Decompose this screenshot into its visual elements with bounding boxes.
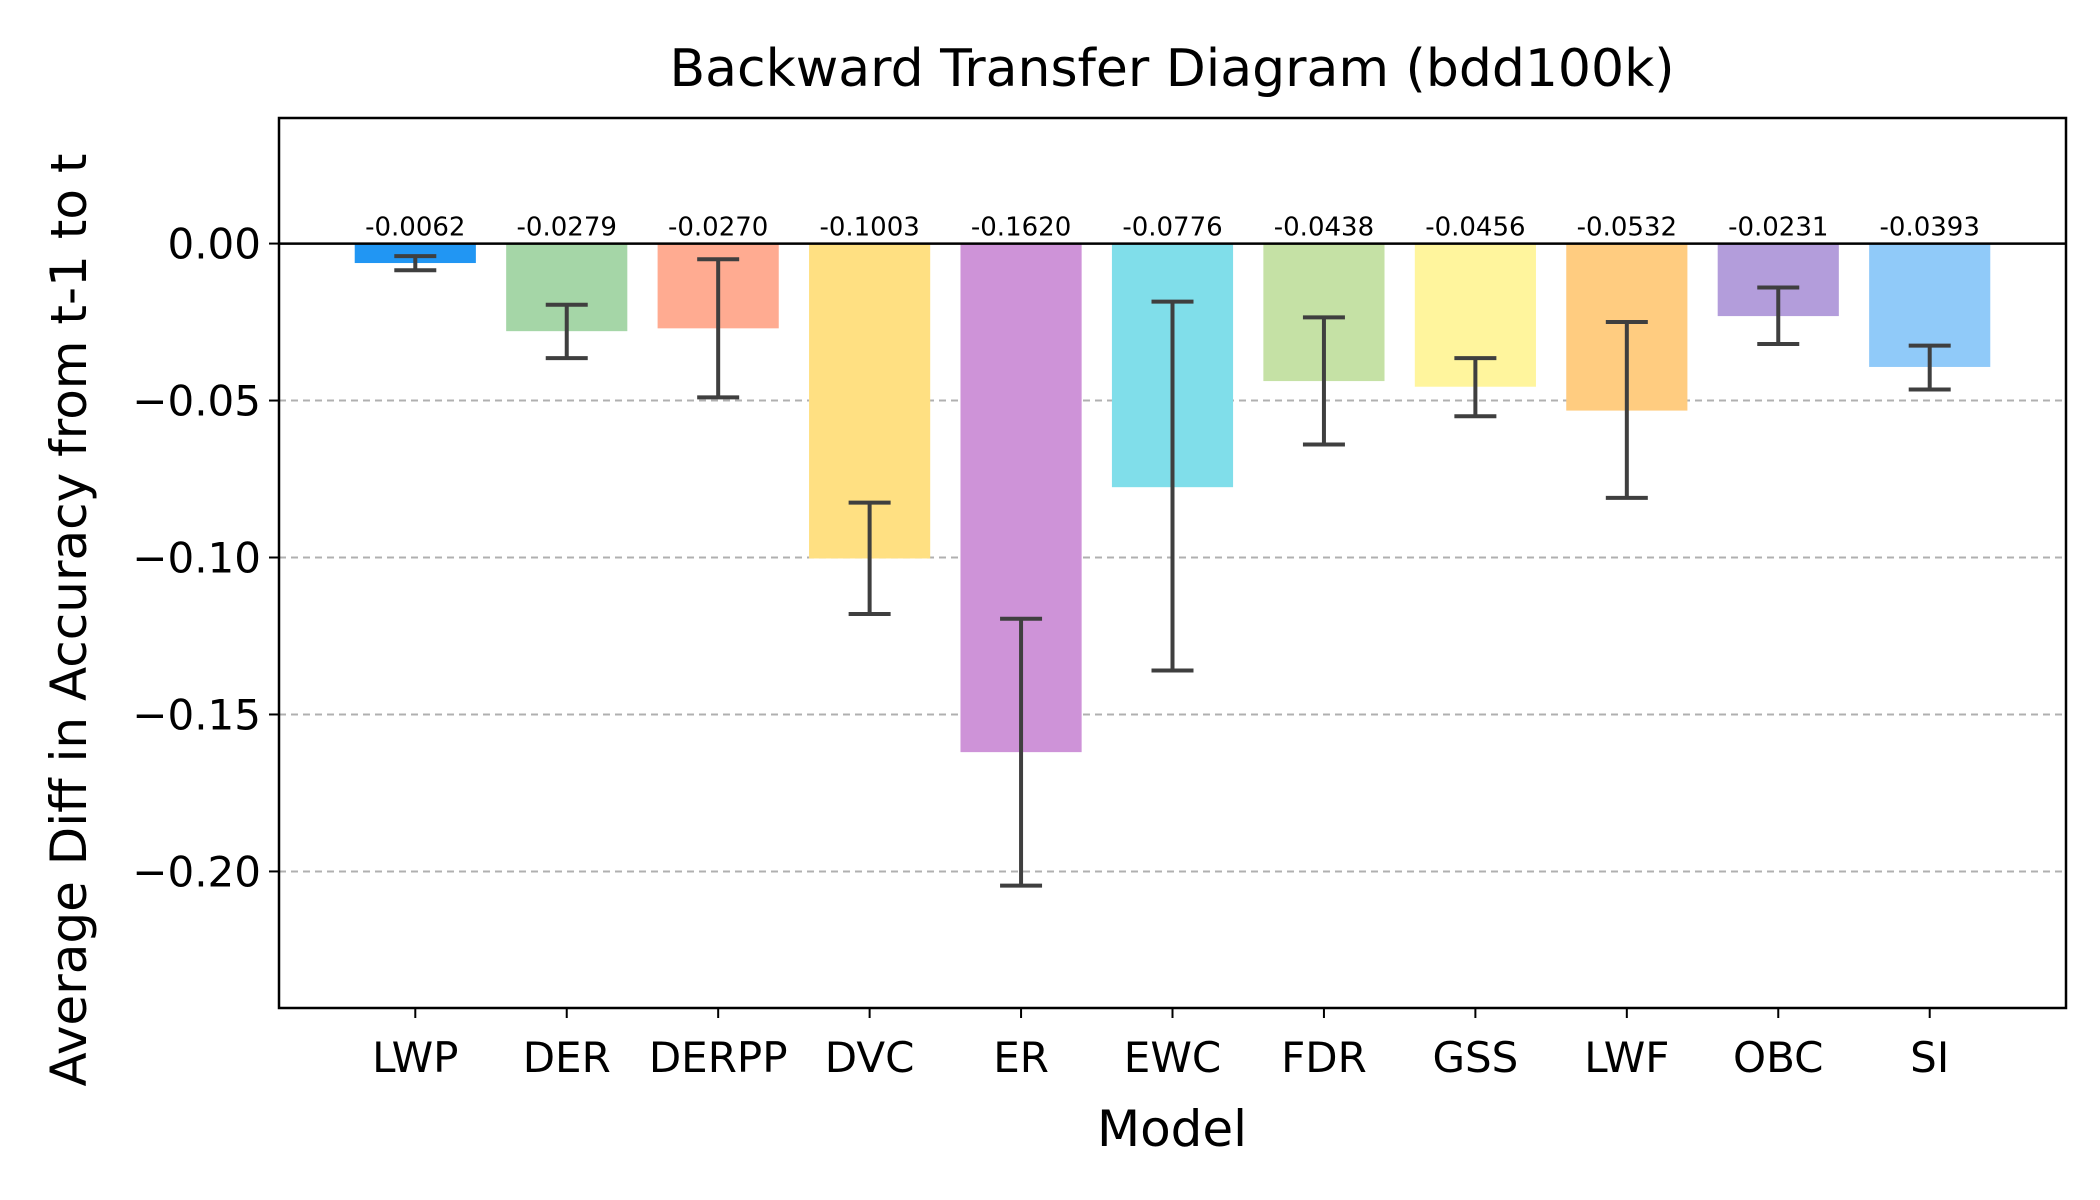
data-label: -0.0062 — [365, 213, 465, 243]
data-label: -0.1620 — [971, 213, 1071, 243]
x-tick-label: GSS — [1432, 1033, 1518, 1082]
x-tick-label: DER — [523, 1033, 611, 1082]
x-tick-label: ER — [993, 1033, 1049, 1082]
data-label: -0.0231 — [1728, 213, 1828, 243]
y-tick-label: −0.15 — [132, 690, 261, 739]
x-tick-label: EWC — [1124, 1033, 1221, 1082]
data-label: -0.0776 — [1122, 213, 1222, 243]
chart-title: Backward Transfer Diagram (bdd100k) — [669, 39, 1674, 99]
y-tick-label: 0.00 — [167, 220, 261, 269]
x-axis-label: Model — [1097, 1100, 1247, 1158]
data-label: -0.0393 — [1880, 213, 1980, 243]
data-label: -0.0532 — [1577, 213, 1677, 243]
x-tick-label: LWF — [1584, 1033, 1669, 1082]
x-tick-label: SI — [1910, 1033, 1949, 1082]
plot-frame — [277, 116, 2068, 1010]
x-tick-label: OBC — [1733, 1033, 1823, 1082]
y-axis-label: Average Diff in Accuracy from t-1 to t — [40, 154, 98, 1087]
y-tick-label: −0.20 — [132, 847, 261, 896]
x-tick-label: DVC — [825, 1033, 915, 1082]
y-tick-label: −0.10 — [132, 534, 261, 583]
data-label: -0.0270 — [668, 213, 768, 243]
data-label: -0.0279 — [517, 213, 617, 243]
data-label: -0.0456 — [1425, 213, 1525, 243]
bar-lwp — [354, 243, 476, 264]
data-label: -0.1003 — [819, 213, 919, 243]
x-tick-label: DERPP — [649, 1033, 788, 1082]
x-tick-label: LWP — [372, 1033, 458, 1082]
data-label: -0.0438 — [1274, 213, 1374, 243]
x-tick-label: FDR — [1281, 1033, 1367, 1082]
y-tick-label: −0.05 — [132, 377, 261, 426]
